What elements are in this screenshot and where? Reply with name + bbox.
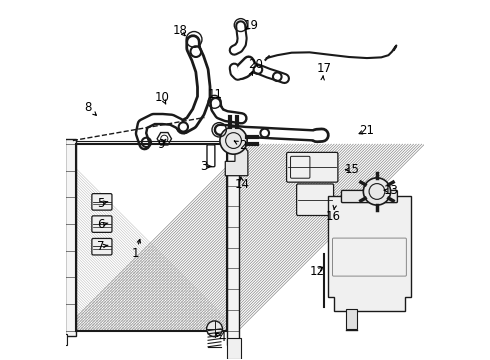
Bar: [58, 334, 68, 345]
Bar: [346, 309, 357, 329]
Text: 8: 8: [84, 101, 92, 114]
FancyBboxPatch shape: [92, 238, 112, 255]
Text: 15: 15: [345, 163, 360, 176]
Text: 13: 13: [384, 184, 399, 197]
Bar: [76, 144, 227, 330]
Bar: [65, 139, 76, 336]
Text: 12: 12: [309, 265, 324, 278]
FancyBboxPatch shape: [207, 145, 215, 167]
Text: 9: 9: [157, 138, 165, 150]
Text: 10: 10: [155, 91, 170, 104]
Bar: [227, 338, 241, 359]
Text: 16: 16: [325, 210, 341, 223]
FancyBboxPatch shape: [92, 216, 112, 232]
FancyBboxPatch shape: [92, 194, 112, 210]
Text: 17: 17: [317, 62, 331, 75]
Circle shape: [207, 321, 222, 337]
Text: 21: 21: [360, 124, 374, 137]
FancyBboxPatch shape: [296, 184, 334, 216]
Circle shape: [364, 178, 391, 205]
Text: 11: 11: [208, 88, 223, 101]
Text: 3: 3: [200, 160, 207, 173]
Circle shape: [220, 127, 247, 154]
FancyBboxPatch shape: [287, 152, 338, 182]
Polygon shape: [225, 145, 248, 176]
Text: 4: 4: [218, 330, 225, 343]
Text: 7: 7: [97, 240, 104, 253]
Text: 1: 1: [132, 247, 139, 260]
Polygon shape: [328, 196, 411, 311]
FancyBboxPatch shape: [342, 190, 397, 203]
Bar: [227, 137, 239, 345]
Text: 18: 18: [172, 24, 187, 37]
Text: 20: 20: [248, 58, 263, 71]
Text: 2: 2: [240, 139, 247, 152]
Text: 5: 5: [97, 197, 104, 210]
Text: 6: 6: [97, 218, 104, 231]
Text: 14: 14: [235, 178, 249, 191]
Text: 19: 19: [244, 19, 259, 32]
